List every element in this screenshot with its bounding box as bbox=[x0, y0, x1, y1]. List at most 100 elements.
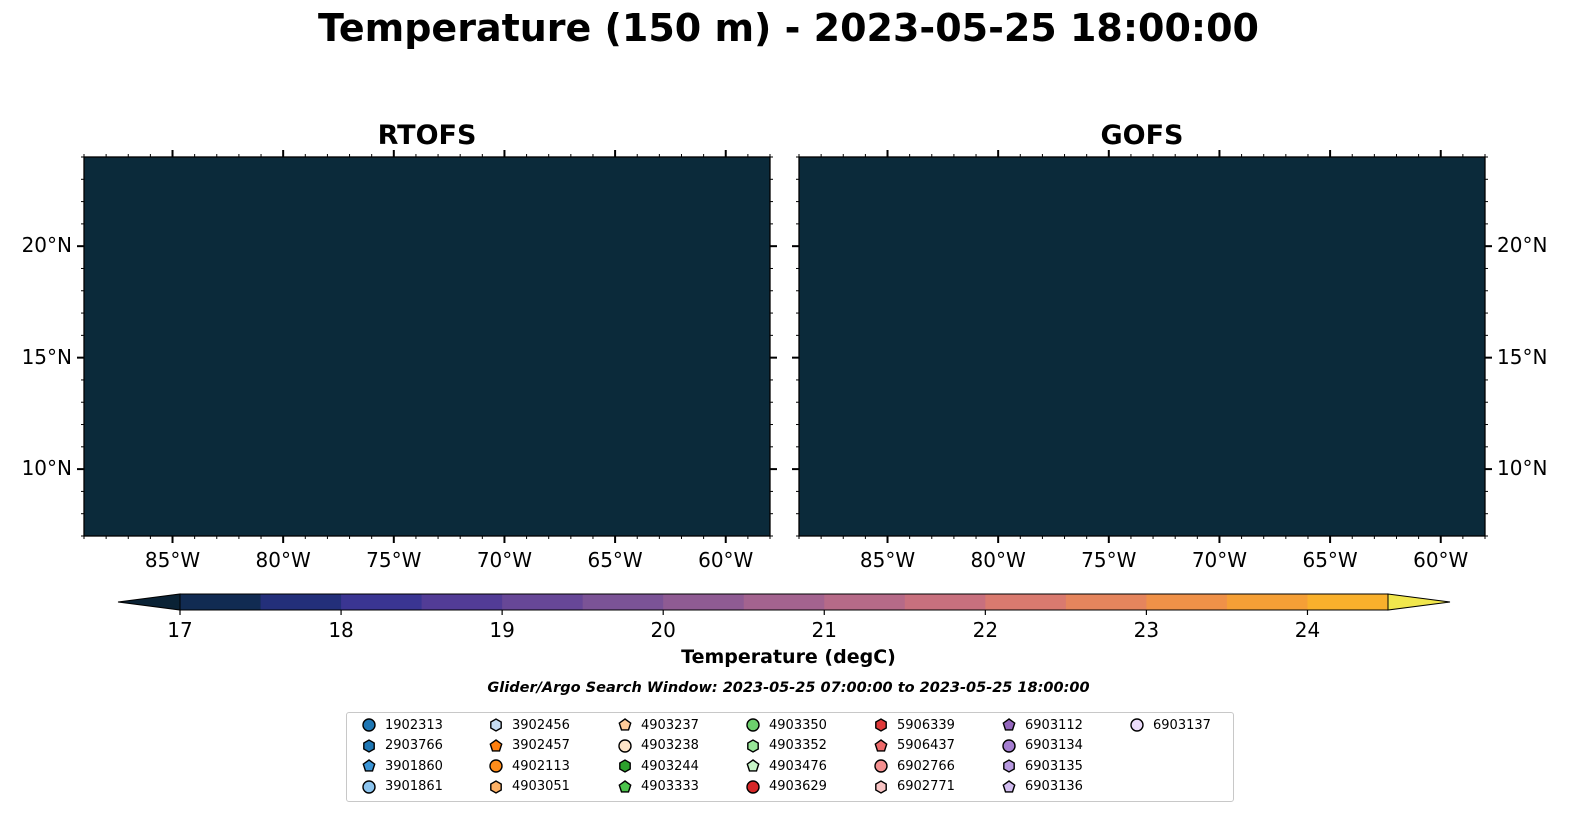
legend-item: 6902771 bbox=[873, 777, 955, 797]
legend-marker bbox=[1002, 738, 1016, 753]
legend-item: 6903112 bbox=[1001, 715, 1083, 735]
legend-marker bbox=[362, 779, 376, 794]
colorbar-segment bbox=[421, 594, 503, 610]
legend-label: 4903051 bbox=[512, 779, 570, 794]
colorbar-tick-label: 18 bbox=[328, 618, 354, 642]
legend-item: 3902457 bbox=[488, 736, 570, 756]
panel-title-rtofs: RTOFS bbox=[377, 120, 477, 151]
x-tick-label: 80°W bbox=[970, 548, 1026, 572]
colorbar-frame bbox=[179, 593, 1389, 611]
y-tick-label: 20°N bbox=[21, 233, 72, 258]
x-tick-label: 85°W bbox=[144, 548, 201, 572]
map-ticks bbox=[77, 150, 777, 543]
legend-label: 3901860 bbox=[385, 758, 443, 774]
legend-label: 4903350 bbox=[769, 717, 827, 733]
x-tick-label: 75°W bbox=[366, 548, 422, 572]
legend-marker bbox=[618, 779, 632, 793]
legend-marker-4903476 bbox=[746, 759, 760, 772]
colorbar-segment bbox=[180, 594, 262, 610]
colorbar-tick-label: 22 bbox=[972, 618, 999, 642]
x-tick-label: 80°W bbox=[255, 548, 311, 572]
colorbar-segment bbox=[1146, 594, 1228, 610]
legend-label: 6903134 bbox=[1025, 738, 1083, 753]
legend-label: 4903244 bbox=[641, 758, 699, 774]
legend-item: 6902766 bbox=[873, 756, 955, 776]
legend-item: 4903051 bbox=[488, 777, 570, 797]
legend-item: 4903352 bbox=[745, 736, 827, 756]
legend-marker-6903136 bbox=[1002, 779, 1016, 793]
panel-title-gofs: GOFS bbox=[1100, 120, 1184, 151]
legend-marker bbox=[875, 779, 887, 794]
colorbar-tick-label: 23 bbox=[1133, 618, 1160, 642]
legend-marker-5906339 bbox=[875, 718, 887, 732]
legend-marker bbox=[618, 718, 632, 731]
legend-label: 4903629 bbox=[769, 779, 827, 794]
x-tick-label: 65°W bbox=[1302, 548, 1358, 572]
legend-label: 6903137 bbox=[1153, 717, 1211, 733]
legend-label: 2903766 bbox=[385, 738, 443, 753]
colorbar-tick-label: 21 bbox=[811, 618, 837, 642]
legend-marker bbox=[490, 779, 502, 794]
colorbar-max-extension bbox=[1387, 593, 1451, 611]
legend-label: 3901861 bbox=[385, 779, 443, 794]
legend-marker bbox=[490, 718, 502, 732]
colorbar-tick-label: 24 bbox=[1294, 618, 1321, 642]
legend-marker-4903350 bbox=[746, 718, 760, 732]
legend-marker bbox=[618, 738, 632, 753]
y-tick-label: 10°N bbox=[21, 456, 72, 481]
colorbar-segment bbox=[582, 594, 664, 610]
legend-marker bbox=[746, 759, 760, 772]
legend-label: 5906339 bbox=[897, 717, 955, 733]
map-ticks bbox=[792, 150, 1492, 543]
legend-marker-1902313 bbox=[362, 718, 376, 732]
map-frame bbox=[798, 156, 1486, 537]
legend-marker bbox=[746, 779, 760, 794]
legend-item: 1902313 bbox=[361, 715, 443, 735]
legend-marker-6903134 bbox=[1002, 738, 1016, 753]
legend-item: 4903333 bbox=[617, 777, 699, 797]
legend-item: 2903766 bbox=[361, 736, 443, 756]
y-tick-label: 15°N bbox=[1497, 344, 1548, 369]
legend-marker-3902456 bbox=[490, 718, 502, 732]
legend-marker-6903135 bbox=[1003, 759, 1015, 773]
legend-item: 4903629 bbox=[745, 777, 827, 797]
legend-label: 6903136 bbox=[1025, 779, 1083, 794]
legend-item: 4903244 bbox=[617, 756, 699, 776]
legend-marker-3902457 bbox=[489, 738, 503, 752]
legend-marker bbox=[746, 718, 760, 732]
legend-marker bbox=[1002, 718, 1016, 731]
legend-marker bbox=[1130, 718, 1144, 732]
legend-item: 5906437 bbox=[873, 736, 955, 756]
colorbar-segment bbox=[502, 594, 584, 610]
legend-marker bbox=[362, 759, 376, 772]
legend-label: 4902113 bbox=[512, 758, 570, 774]
legend-item: 3902456 bbox=[488, 715, 570, 735]
colorbar-segment bbox=[743, 594, 825, 610]
legend-label: 4903333 bbox=[641, 779, 699, 794]
legend-marker-6903137 bbox=[1130, 718, 1144, 732]
legend-label: 6903135 bbox=[1025, 758, 1083, 774]
legend-marker-4903333 bbox=[618, 779, 632, 793]
legend-label: 3902456 bbox=[512, 717, 570, 733]
legend-marker bbox=[489, 759, 503, 773]
legend-marker-4903237 bbox=[618, 718, 632, 731]
legend-item: 4903476 bbox=[745, 756, 827, 776]
legend-marker-4902113 bbox=[489, 759, 503, 773]
legend-marker bbox=[362, 718, 376, 732]
legend-marker bbox=[363, 738, 375, 753]
legend-item: 4903237 bbox=[617, 715, 699, 735]
colorbar-tick-label: 19 bbox=[489, 618, 515, 642]
legend-marker-4903629 bbox=[746, 779, 760, 794]
y-tick-label: 15°N bbox=[21, 344, 72, 369]
legend-label: 5906437 bbox=[897, 738, 955, 753]
colorbar-min-extension bbox=[117, 593, 181, 611]
legend-item: 4903238 bbox=[617, 736, 699, 756]
colorbar-tick-label: 20 bbox=[650, 618, 676, 642]
y-tick-label: 10°N bbox=[1497, 456, 1548, 481]
map-frame bbox=[83, 156, 771, 537]
colorbar-segment bbox=[904, 594, 986, 610]
legend-item: 6903136 bbox=[1001, 777, 1083, 797]
legend-label: 4903476 bbox=[769, 758, 827, 774]
x-tick-label: 60°W bbox=[698, 548, 754, 572]
